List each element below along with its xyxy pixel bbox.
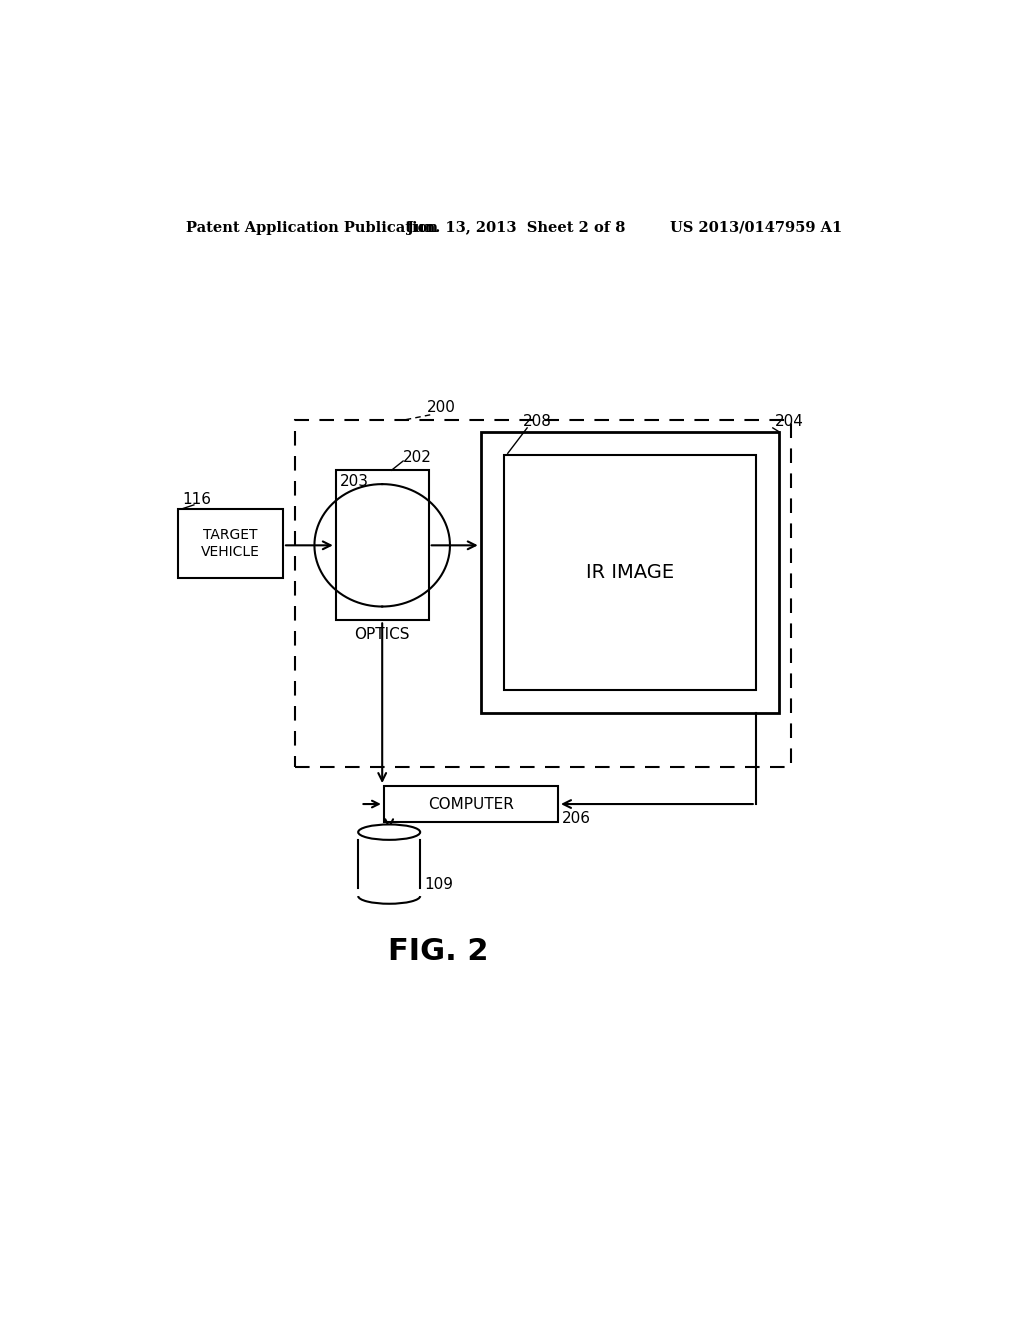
Text: 200: 200 — [426, 400, 456, 414]
Bar — [178, 508, 283, 578]
Text: 116: 116 — [182, 492, 211, 507]
Text: OPTICS: OPTICS — [354, 627, 410, 642]
Text: 202: 202 — [403, 450, 432, 465]
Bar — [336, 470, 429, 620]
Text: IR IMAGE: IR IMAGE — [586, 562, 674, 582]
Bar — [295, 420, 791, 767]
Text: FIG. 2: FIG. 2 — [388, 937, 488, 966]
Text: 204: 204 — [775, 414, 804, 429]
Text: Jun. 13, 2013  Sheet 2 of 8: Jun. 13, 2013 Sheet 2 of 8 — [407, 220, 626, 235]
Bar — [384, 785, 558, 822]
Bar — [480, 432, 779, 713]
Text: COMPUTER: COMPUTER — [428, 796, 514, 812]
Text: 203: 203 — [340, 474, 369, 490]
Text: Patent Application Publication: Patent Application Publication — [186, 220, 438, 235]
Text: TARGET
VEHICLE: TARGET VEHICLE — [202, 528, 260, 558]
Text: 208: 208 — [523, 414, 552, 429]
Bar — [504, 455, 756, 689]
Text: 206: 206 — [562, 810, 591, 826]
Text: US 2013/0147959 A1: US 2013/0147959 A1 — [671, 220, 843, 235]
Ellipse shape — [358, 888, 420, 904]
Text: 109: 109 — [424, 876, 453, 892]
Ellipse shape — [358, 825, 420, 840]
